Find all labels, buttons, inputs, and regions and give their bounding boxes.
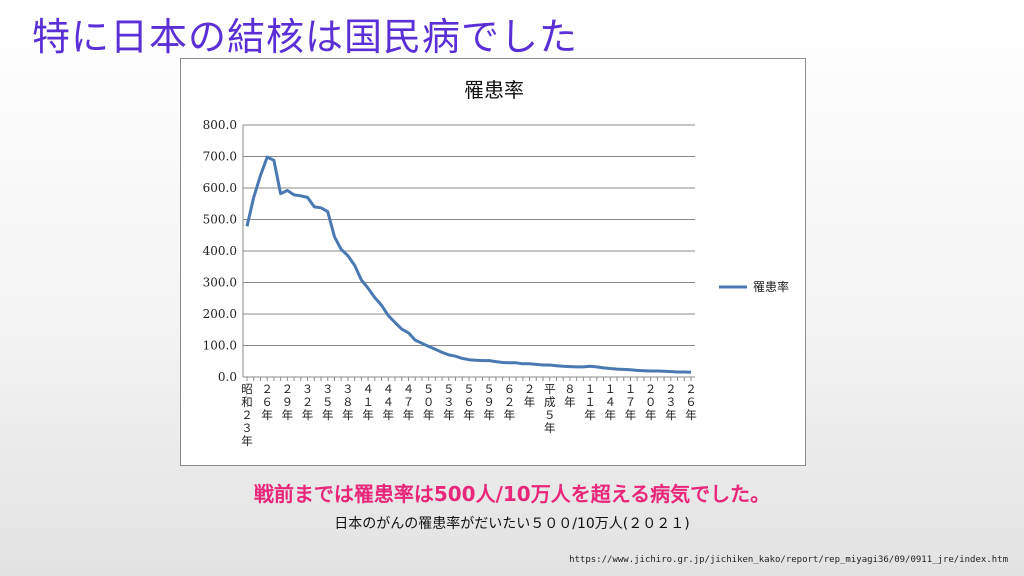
y-tick-label: 800.0 [203,118,237,132]
chart-container: 罹患率 0.0 100.0 200.0 300.0 400.0 500.0 600.0 700… [180,58,806,466]
x-tick-label: ５ [544,408,556,422]
x-tick-label: １ [625,382,637,396]
y-tick-label: 400.0 [203,244,237,258]
x-tick-label: ６ [463,395,475,409]
x-tick-label: 年 [504,408,516,422]
x-tick-label: 年 [261,408,273,422]
x-tick-label: 年 [564,395,576,409]
x-tick-label: ０ [645,395,657,409]
line-chart: 罹患率 0.0 100.0 200.0 300.0 400.0 500.0 600.0 700… [203,78,789,448]
x-tick-label: 年 [544,421,556,435]
series-line [245,155,692,374]
x-tick-label: 年 [383,408,395,422]
x-tick-label: ２ [685,382,697,396]
x-tick-label: ２ [282,382,294,396]
x-tick-label: 年 [362,408,374,422]
x-tick-label: 成 [544,395,556,409]
x-tick-label: ９ [282,395,294,409]
x-tick-label: ６ [504,382,516,396]
x-tick-label: 年 [463,408,475,422]
x-tick-label: 年 [423,408,435,422]
x-tick-label: 年 [241,434,253,448]
x-tick-label: ４ [605,395,617,409]
chart-title: 罹患率 [464,78,524,102]
x-tick-label: ２ [524,382,536,396]
x-tick-label: ９ [483,395,495,409]
x-tick-label: ２ [261,382,273,396]
x-tick-label: ４ [383,382,395,396]
x-tick-label: ４ [403,382,415,396]
x-tick-label: ６ [685,395,697,409]
x-tick-label: ８ [564,382,576,396]
x-tick-label: １ [362,395,374,409]
x-tick-label: 年 [443,408,455,422]
y-tick-label: 500.0 [203,213,237,227]
x-tick-label: ２ [241,408,253,422]
x-tick-label: 年 [403,408,415,422]
y-tick-label: 100.0 [203,339,237,353]
x-tick-label: ３ [322,382,334,396]
x-tick-label: 年 [625,408,637,422]
x-tick-label: ６ [261,395,273,409]
x-tick-label: 年 [342,408,354,422]
x-tick-label: ３ [665,395,677,409]
x-tick-label: 年 [685,408,697,422]
x-tick-label: 年 [584,408,596,422]
x-tick-label: 年 [665,408,677,422]
x-tick-label: ５ [423,382,435,396]
x-tick-label: ２ [645,382,657,396]
x-tick-label: 年 [605,408,617,422]
x-tick-label: 昭 [241,382,253,396]
x-tick-label: ２ [302,395,314,409]
x-tick-label: ３ [302,382,314,396]
source-url: https://www.jichiro.gr.jp/jichiken_kako/… [569,555,1008,565]
x-tick-label: 年 [483,408,495,422]
x-tick-label: ５ [463,382,475,396]
slide-title: 特に日本の結核は国民病でした [32,15,579,59]
x-tick-label: ２ [504,395,516,409]
x-tick-label: ５ [483,382,495,396]
x-tick-label: ３ [443,395,455,409]
highlight-text: 戦前までは罹患率は500人/10万人を超える病気でした。 [253,482,771,506]
y-tick-label: 600.0 [203,181,237,195]
x-tick-label: ３ [342,382,354,396]
x-tick-label: ５ [322,395,334,409]
y-tick-label: 200.0 [203,307,237,321]
x-tick-label: 年 [322,408,334,422]
y-tick-label: 0.0 [218,370,237,384]
x-tick-label: ８ [342,395,354,409]
x-tick-label: ５ [443,382,455,396]
x-tick-label: 年 [302,408,314,422]
legend-label: 罹患率 [753,279,789,294]
x-tick-label: ３ [241,421,253,435]
x-tick-label: ０ [423,395,435,409]
note-text: 日本のがんの罹患率がだいたい５００/10万人(２０２１) [334,516,690,532]
x-tick-label: 年 [645,408,657,422]
x-tick-label: ４ [362,382,374,396]
x-tick-label: ７ [403,395,415,409]
x-tick-label: 平 [544,382,556,396]
x-tick-label: １ [605,382,617,396]
x-tick-label: 年 [524,395,536,409]
y-tick-label: 700.0 [203,150,237,164]
x-tick-label: １ [584,382,596,396]
x-tick-label: 年 [282,408,294,422]
x-tick-label: １ [584,395,596,409]
x-tick-label: ４ [383,395,395,409]
x-tick-label: ７ [625,395,637,409]
x-tick-label: ２ [665,382,677,396]
x-tick-label: 和 [241,395,253,409]
y-tick-label: 300.0 [203,276,237,290]
